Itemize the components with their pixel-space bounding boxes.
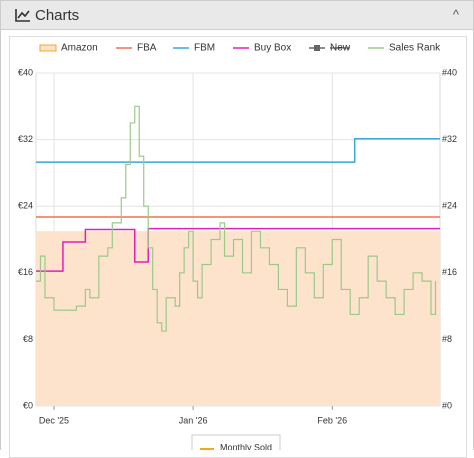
y2-tick-label: #40 bbox=[442, 67, 457, 77]
line bbox=[36, 138, 440, 163]
legend-label[interactable]: Amazon bbox=[61, 43, 98, 54]
y-tick-label: €24 bbox=[18, 201, 33, 211]
y-tick-label: €40 bbox=[18, 67, 33, 77]
line bbox=[36, 105, 437, 332]
y-tick-label: €32 bbox=[18, 134, 33, 144]
legend-marker bbox=[314, 45, 320, 51]
legend-label[interactable]: Buy Box bbox=[254, 43, 291, 54]
legend-label: Monthly Sold bbox=[220, 442, 272, 450]
chart-icon bbox=[15, 9, 30, 22]
panel-header[interactable]: Charts ^ bbox=[1, 1, 473, 30]
y2-tick-label: #16 bbox=[442, 267, 457, 277]
y2-tick-label: #24 bbox=[442, 201, 457, 211]
area bbox=[36, 231, 440, 406]
y-tick-label: €8 bbox=[23, 334, 33, 344]
legend-box bbox=[191, 434, 281, 450]
legend-label[interactable]: New bbox=[330, 43, 351, 54]
x-tick-label: Jan '26 bbox=[179, 415, 208, 425]
x-tick-label: Feb '26 bbox=[317, 415, 347, 425]
y-tick-label: €0 bbox=[23, 400, 33, 410]
y2-tick-label: #32 bbox=[442, 134, 457, 144]
x-tick-label: Dec '25 bbox=[39, 415, 69, 425]
panel-title: Charts bbox=[35, 7, 80, 24]
y2-tick-label: #8 bbox=[442, 334, 452, 344]
legend-swatch bbox=[39, 44, 57, 52]
y2-tick-label: #0 bbox=[442, 400, 452, 410]
collapse-caret[interactable]: ^ bbox=[452, 7, 459, 22]
legend-label[interactable]: Sales Rank bbox=[389, 43, 441, 54]
legend-label[interactable]: FBM bbox=[194, 43, 215, 54]
y-tick-label: €16 bbox=[18, 267, 33, 277]
legend-label[interactable]: FBA bbox=[137, 43, 157, 54]
